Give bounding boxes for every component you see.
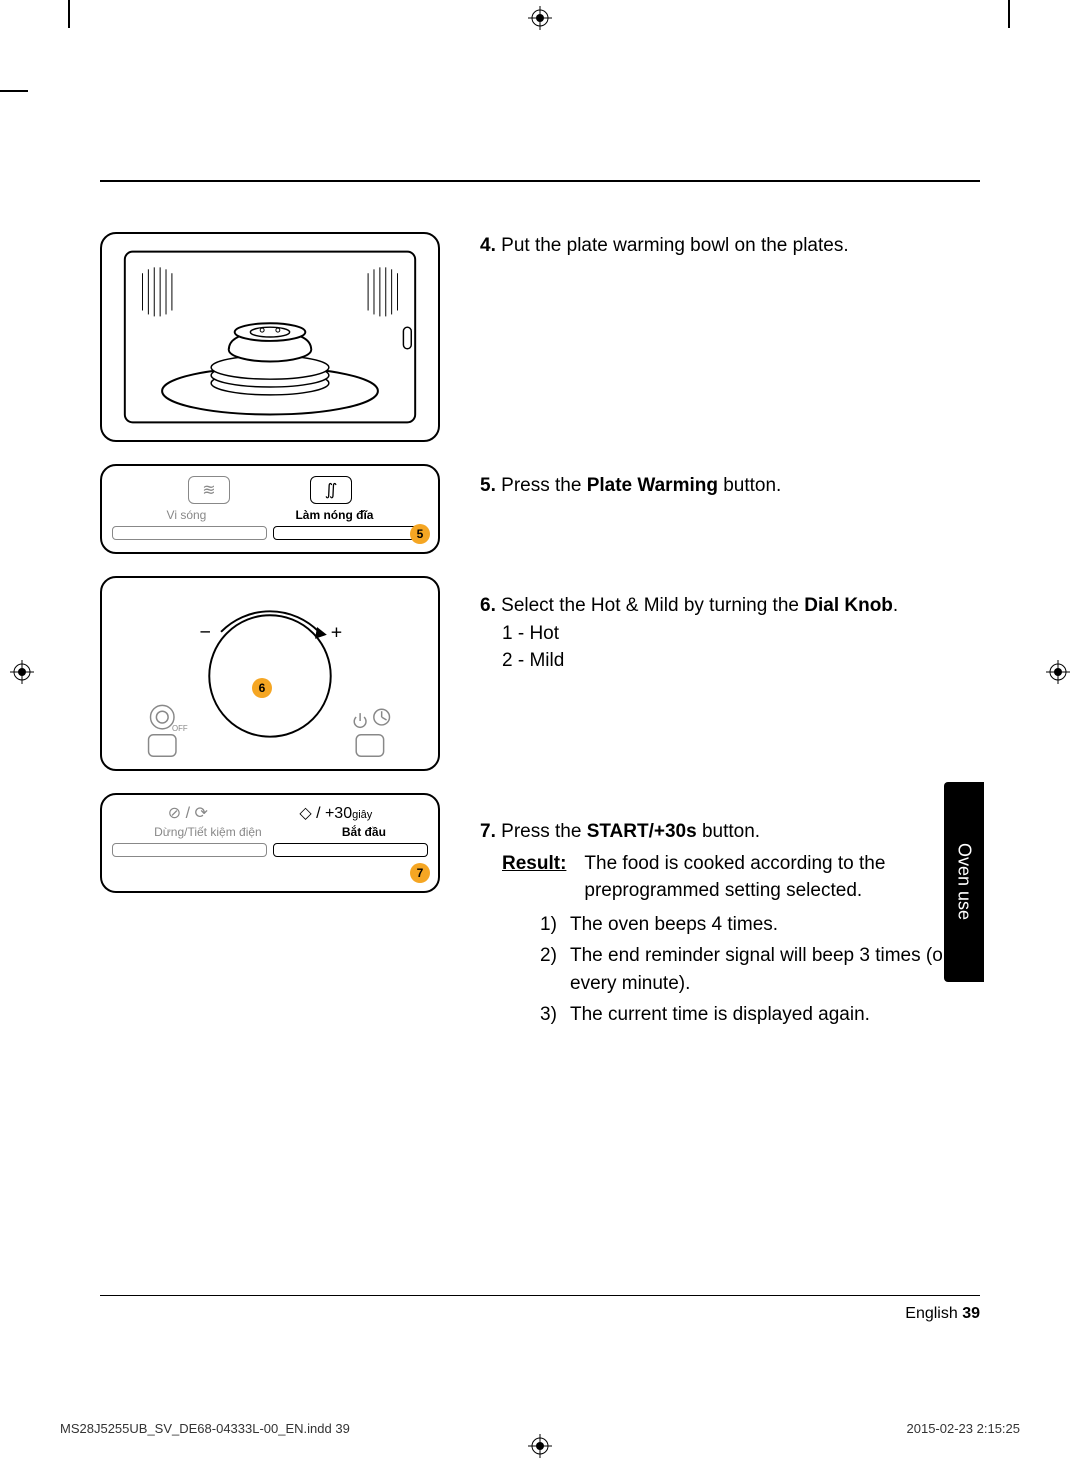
page-footer: English 39 (905, 1305, 980, 1323)
step-7: 7. Press the START/+30s button. Result: … (480, 818, 980, 1029)
result-body: The food is cooked according to the prep… (584, 850, 980, 905)
label-start: Bắt đầu (342, 825, 386, 839)
section-tab: Oven use (944, 782, 984, 982)
diagram-dial-knob: − + OFF 6 (100, 576, 440, 771)
svg-text:OFF: OFF (172, 724, 188, 733)
registration-mark-icon (1046, 660, 1070, 684)
label-plate-warming: Làm nóng đĩa (295, 508, 373, 522)
registration-mark-icon (10, 660, 34, 684)
registration-mark-icon (528, 1434, 552, 1458)
display-segment (273, 526, 428, 540)
print-filename: MS28J5255UB_SV_DE68-04333L-00_EN.indd 39 (60, 1421, 350, 1436)
crop-mark (0, 90, 28, 92)
crop-mark (68, 0, 70, 28)
label-stop-eco: Dừng/Tiết kiệm điện (154, 825, 262, 839)
list-item: 2)The end reminder signal will beep 3 ti… (540, 942, 980, 997)
step-5: 5. Press the Plate Warming button. (480, 472, 980, 584)
microwave-mode-icon: ≋ (188, 476, 230, 504)
stop-eco-icon: ⊘ / ⟳ (168, 803, 208, 823)
option-hot: 1 - Hot (480, 620, 980, 648)
plus-icon: + (331, 622, 342, 644)
result-list: 1)The oven beeps 4 times. 2)The end remi… (480, 911, 980, 1029)
step-4: 4. Put the plate warming bowl on the pla… (480, 232, 980, 464)
diagram-microwave-cavity (100, 232, 440, 442)
diagram-control-buttons: ≋ ∬ Vi sóng Làm nóng đĩa 5 (100, 464, 440, 554)
minus-icon: − (199, 622, 210, 644)
option-mild: 2 - Mild (480, 647, 980, 675)
display-segment (112, 526, 267, 540)
crop-mark (1008, 0, 1010, 28)
callout-5: 5 (410, 524, 430, 544)
instruction-column: 4. Put the plate warming bowl on the pla… (480, 232, 980, 1037)
page-content: ≋ ∬ Vi sóng Làm nóng đĩa 5 (100, 180, 980, 1296)
result-label: Result: (502, 850, 566, 905)
display-segment (112, 843, 267, 857)
callout-7: 7 (410, 863, 430, 883)
callout-6: 6 (252, 678, 272, 698)
plate-warming-icon: ∬ (310, 476, 352, 504)
start-30s-icon: ◇ / +30giây (299, 803, 372, 823)
display-segment (273, 843, 428, 857)
step-6: 6. Select the Hot & Mild by turning the … (480, 592, 980, 810)
label-microwave: Vi sóng (167, 508, 207, 522)
print-metadata: MS28J5255UB_SV_DE68-04333L-00_EN.indd 39… (60, 1421, 1020, 1436)
diagram-start-button: ⊘ / ⟳ ◇ / +30giây Dừng/Tiết kiệm điện Bắ… (100, 793, 440, 893)
diagram-column: ≋ ∬ Vi sóng Làm nóng đĩa 5 (100, 232, 440, 1037)
list-item: 3)The current time is displayed again. (540, 1001, 980, 1029)
registration-mark-icon (528, 6, 552, 30)
print-timestamp: 2015-02-23 2:15:25 (907, 1421, 1020, 1436)
list-item: 1)The oven beeps 4 times. (540, 911, 980, 939)
